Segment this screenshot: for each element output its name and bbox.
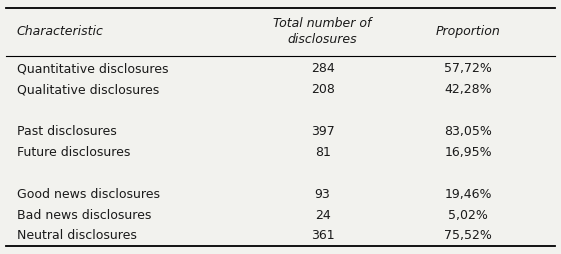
- Text: Characteristic: Characteristic: [17, 25, 104, 38]
- Text: Future disclosures: Future disclosures: [17, 146, 130, 159]
- Text: 57,72%: 57,72%: [444, 62, 493, 75]
- Text: Past disclosures: Past disclosures: [17, 125, 117, 138]
- Text: 93: 93: [315, 188, 330, 201]
- Text: 5,02%: 5,02%: [448, 209, 489, 221]
- Text: Neutral disclosures: Neutral disclosures: [17, 229, 137, 242]
- Text: Quantitative disclosures: Quantitative disclosures: [17, 62, 168, 75]
- Text: 208: 208: [311, 83, 334, 96]
- Text: Bad news disclosures: Bad news disclosures: [17, 209, 151, 221]
- Text: 397: 397: [311, 125, 334, 138]
- Text: 19,46%: 19,46%: [445, 188, 492, 201]
- Text: 284: 284: [311, 62, 334, 75]
- Text: Proportion: Proportion: [436, 25, 501, 38]
- Text: Total number of
disclosures: Total number of disclosures: [273, 17, 372, 46]
- Text: 42,28%: 42,28%: [445, 83, 492, 96]
- Text: 83,05%: 83,05%: [444, 125, 493, 138]
- Text: 24: 24: [315, 209, 330, 221]
- Text: Qualitative disclosures: Qualitative disclosures: [17, 83, 159, 96]
- Text: 361: 361: [311, 229, 334, 242]
- Text: 16,95%: 16,95%: [445, 146, 492, 159]
- Text: 81: 81: [315, 146, 330, 159]
- Text: 75,52%: 75,52%: [444, 229, 493, 242]
- Text: Good news disclosures: Good news disclosures: [17, 188, 160, 201]
